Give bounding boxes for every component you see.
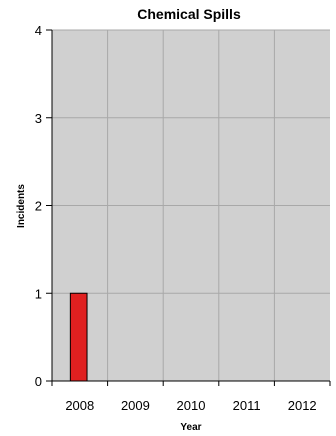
y-tick-label: 3 — [35, 111, 42, 126]
y-tick-labels: 0 1 2 3 4 — [35, 23, 52, 389]
chart-title: Chemical Spills — [137, 6, 241, 22]
y-tick-label: 0 — [35, 374, 42, 389]
x-tick-label: 2012 — [288, 398, 317, 413]
y-tick-label: 4 — [35, 23, 42, 38]
x-tick-label: 2009 — [121, 398, 150, 413]
x-tick-label: 2011 — [233, 398, 261, 413]
x-axis-label: Year — [180, 422, 201, 433]
bars — [69, 292, 88, 382]
y-tick-label: 1 — [35, 286, 42, 301]
y-axis-label: Incidents — [16, 184, 27, 228]
bar-2008 — [69, 292, 88, 382]
x-tick-label: 2010 — [177, 398, 206, 413]
y-tick-label: 2 — [35, 199, 42, 214]
gridlines — [52, 29, 330, 381]
x-tick-labels: 2008 2009 2010 2011 2012 — [51, 381, 331, 413]
x-tick-label: 2008 — [65, 398, 94, 413]
